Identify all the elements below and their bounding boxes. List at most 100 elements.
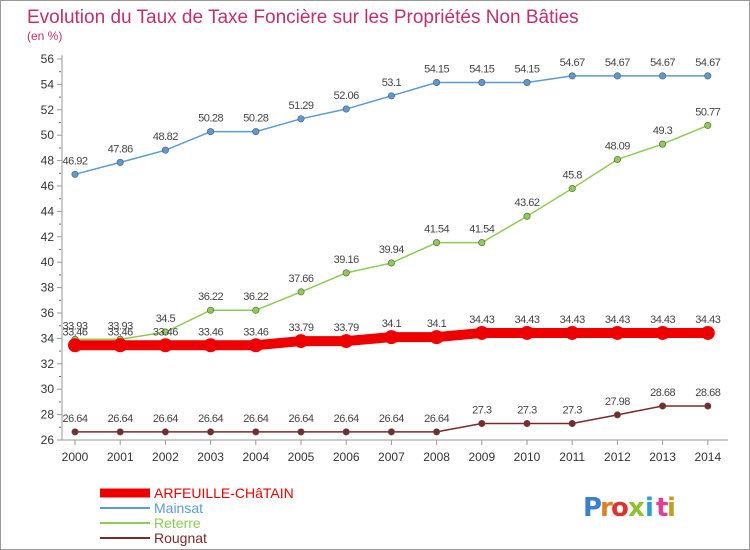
y-tick-label: 30 xyxy=(41,382,55,396)
data-point xyxy=(207,428,215,436)
data-point xyxy=(704,402,712,410)
series-lines xyxy=(68,72,715,436)
y-tick-label: 48 xyxy=(41,154,55,168)
legend-label: Reterre xyxy=(154,515,201,531)
data-label: 41.54 xyxy=(424,224,449,236)
x-tick-label: 2007 xyxy=(378,450,405,464)
data-point xyxy=(203,338,218,353)
data-point xyxy=(433,239,441,247)
data-point xyxy=(655,325,670,340)
data-label: 50.28 xyxy=(243,113,268,125)
data-point xyxy=(342,105,350,113)
data-labels: 33.46 33.46 33.46 33.46 33.46 33.79 33.79 34.1 3… xyxy=(62,57,721,425)
data-point xyxy=(474,325,489,340)
x-tick-label: 2010 xyxy=(514,450,541,464)
data-label: 26.64 xyxy=(288,413,313,425)
data-label: 46.92 xyxy=(62,155,87,167)
data-label: 27.3 xyxy=(517,404,537,416)
data-label: 48.09 xyxy=(605,140,630,152)
data-point xyxy=(613,155,621,163)
data-label: 36.22 xyxy=(243,291,268,303)
x-tick-label: 2000 xyxy=(62,450,89,464)
chart-title: Evolution du Taux de Taxe Foncière sur l… xyxy=(27,7,579,28)
data-point xyxy=(207,306,215,314)
x-tick-label: 2002 xyxy=(152,450,179,464)
data-point xyxy=(568,419,576,427)
data-label: 33.46 xyxy=(62,326,87,338)
data-label: 37.66 xyxy=(288,273,313,285)
data-label: 26.64 xyxy=(198,413,223,425)
data-label: 34.43 xyxy=(514,314,539,326)
logo-letter: t xyxy=(656,493,668,523)
logo-letter: r xyxy=(600,493,613,523)
y-tick-label: 50 xyxy=(41,128,55,142)
data-point xyxy=(429,330,444,345)
data-point xyxy=(342,428,350,436)
data-label: 54.67 xyxy=(605,57,630,69)
data-point xyxy=(478,419,486,427)
legend-label: Rougnat xyxy=(154,530,207,546)
data-point xyxy=(387,259,395,267)
data-label: 33.46 xyxy=(198,326,223,338)
y-tick-label: 38 xyxy=(41,281,55,295)
data-point xyxy=(297,428,305,436)
logo-letter: i xyxy=(645,493,654,523)
x-axis-ticks: 2000 2001 2002 2003 2004 2005 2006 2007 2008 2009… xyxy=(62,440,721,464)
data-point xyxy=(71,170,79,178)
data-label: 26.64 xyxy=(153,413,178,425)
data-point xyxy=(478,239,486,247)
data-point xyxy=(433,428,441,436)
series-line-1 xyxy=(74,75,709,176)
data-point xyxy=(387,428,395,436)
data-label: 50.77 xyxy=(695,106,720,118)
data-point xyxy=(613,411,621,419)
data-label: 54.67 xyxy=(695,57,720,69)
data-point xyxy=(523,212,531,220)
data-label: 33.79 xyxy=(334,322,359,334)
data-point xyxy=(161,146,169,154)
x-tick-label: 2008 xyxy=(423,450,450,464)
data-label: 53.1 xyxy=(382,77,402,89)
data-label: 34.1 xyxy=(382,318,402,330)
chart-subtitle: (en %) xyxy=(27,29,62,43)
legend-label: ARFEUILLE-CHâTAIN xyxy=(154,485,294,501)
data-label: 34.43 xyxy=(469,314,494,326)
data-point xyxy=(659,402,667,410)
data-label: 26.64 xyxy=(379,413,404,425)
y-tick-label: 26 xyxy=(41,433,55,447)
y-tick-label: 34 xyxy=(41,331,55,345)
data-point xyxy=(704,121,712,129)
data-label: 54.15 xyxy=(514,63,539,75)
data-label: 48.82 xyxy=(153,131,178,143)
data-point xyxy=(116,428,124,436)
logo-letter: x xyxy=(628,493,645,523)
data-label: 26.64 xyxy=(424,413,449,425)
data-label: 54.67 xyxy=(560,57,585,69)
data-point xyxy=(523,419,531,427)
data-point xyxy=(387,92,395,100)
logo-letter: o xyxy=(611,493,629,523)
x-tick-label: 2004 xyxy=(242,450,269,464)
data-point xyxy=(568,72,576,80)
data-label: 34.5 xyxy=(156,313,176,325)
y-tick-label: 28 xyxy=(41,408,55,422)
data-label: 33.46 xyxy=(153,326,178,338)
data-point xyxy=(71,428,79,436)
data-label: 54.67 xyxy=(650,57,675,69)
data-label: 39.16 xyxy=(334,254,359,266)
data-point xyxy=(613,72,621,80)
data-label: 26.64 xyxy=(108,413,133,425)
data-label: 27.98 xyxy=(605,396,630,408)
data-point xyxy=(294,334,308,349)
data-label: 28.68 xyxy=(695,387,720,399)
data-label: 26.64 xyxy=(334,413,359,425)
y-tick-label: 44 xyxy=(41,204,55,218)
y-tick-label: 32 xyxy=(41,357,55,371)
data-label: 33.46 xyxy=(108,326,133,338)
data-point xyxy=(252,306,260,314)
data-label: 51.29 xyxy=(288,100,313,112)
data-label: 26.64 xyxy=(62,413,87,425)
data-label: 34.43 xyxy=(650,314,675,326)
data-point xyxy=(523,78,531,86)
data-point xyxy=(113,338,128,353)
